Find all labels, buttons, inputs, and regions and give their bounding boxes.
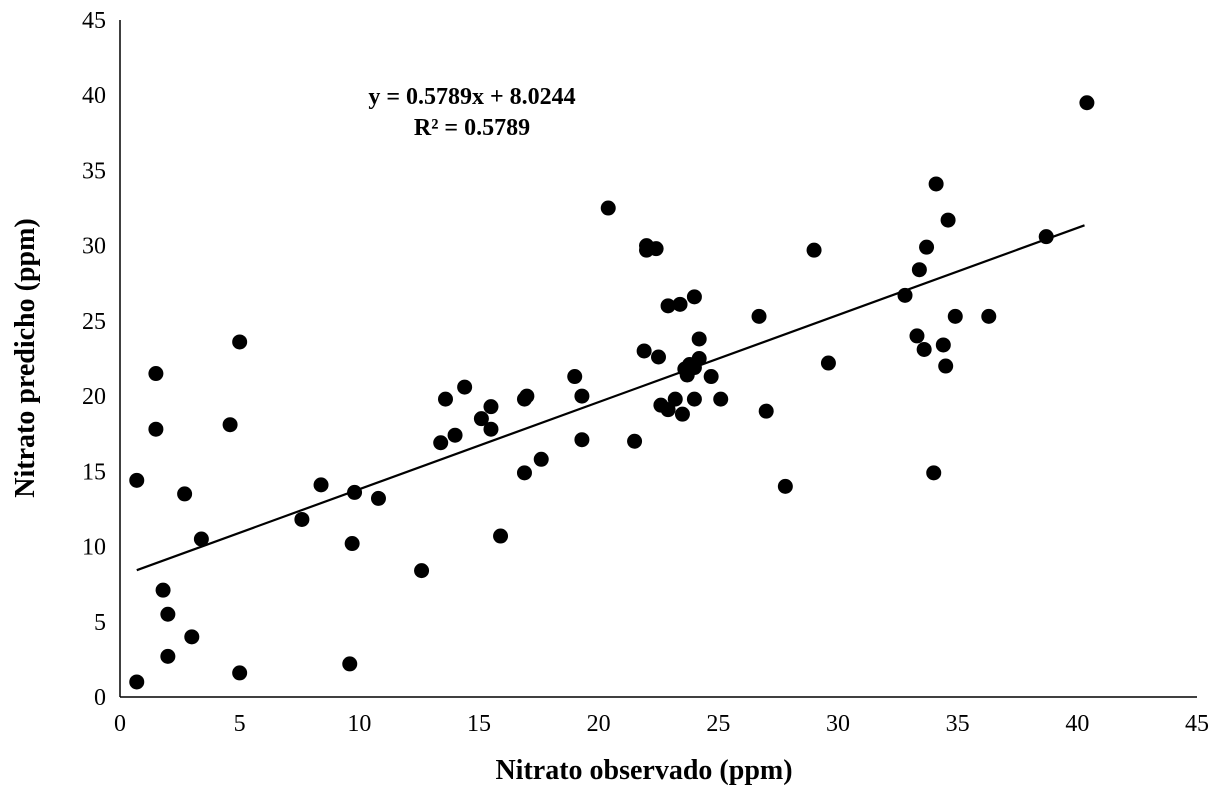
y-tick-label: 5 (94, 610, 106, 636)
x-tick-label: 10 (347, 711, 371, 737)
data-point (232, 334, 248, 350)
data-point (473, 411, 489, 427)
data-point (567, 369, 583, 385)
x-tick-label: 15 (467, 711, 491, 737)
data-point (935, 337, 951, 353)
data-point (483, 421, 499, 437)
x-tick-label: 40 (1065, 711, 1089, 737)
x-tick-label: 45 (1185, 711, 1209, 737)
trendline-group (136, 224, 1085, 572)
data-points (129, 95, 1095, 690)
data-point (940, 212, 956, 228)
y-tick-label: 35 (82, 158, 106, 184)
data-point (919, 239, 935, 255)
data-point (938, 358, 954, 374)
data-point (686, 289, 702, 305)
data-point (483, 399, 499, 415)
data-point (660, 298, 676, 314)
data-point (516, 465, 532, 481)
data-point (909, 328, 925, 344)
x-tick-label: 0 (114, 711, 126, 737)
data-point (294, 511, 310, 527)
data-point (713, 391, 729, 407)
data-point (447, 427, 463, 443)
y-tick-label: 10 (82, 535, 106, 561)
tick-labels: 0 5 10 15 20 25 30 35 40 45 0 5 10 15 20 25 30 35 40 45 (82, 8, 1209, 737)
data-point (926, 465, 942, 481)
data-point (651, 349, 666, 365)
data-point (370, 490, 386, 506)
trendline-equation: y = 0.5789x + 8.0244 (368, 84, 575, 110)
data-point (691, 331, 707, 347)
axes (119, 20, 1197, 698)
y-tick-label: 15 (82, 459, 106, 485)
y-tick-label: 0 (94, 685, 106, 711)
data-point (160, 606, 176, 622)
data-point (667, 391, 683, 407)
data-point (758, 403, 774, 419)
x-axis-title: Nitrato observado (ppm) (495, 755, 792, 786)
data-point (344, 536, 360, 552)
data-point (981, 308, 997, 324)
x-tick-label: 25 (706, 711, 730, 737)
x-tick-label: 5 (234, 711, 246, 737)
trendline (136, 224, 1085, 572)
y-tick-label: 25 (82, 309, 106, 335)
y-tick-label: 30 (82, 234, 106, 260)
data-point (1079, 95, 1095, 111)
data-point (806, 242, 822, 258)
y-tick-label: 45 (82, 8, 106, 34)
data-point (897, 287, 913, 303)
data-point (686, 391, 702, 407)
data-point (129, 674, 145, 690)
data-point (674, 406, 690, 422)
data-point (574, 432, 590, 448)
data-point (636, 343, 652, 359)
data-point (148, 421, 164, 437)
y-tick-label: 40 (82, 83, 106, 109)
data-point (516, 391, 532, 407)
r-squared-label: R² = 0.5789 (414, 115, 530, 141)
data-point (1038, 229, 1054, 245)
data-point (574, 388, 590, 404)
data-point (691, 351, 707, 366)
data-point (703, 369, 719, 385)
x-tick-label: 30 (826, 711, 850, 737)
data-point (155, 582, 171, 598)
data-point (457, 379, 473, 395)
data-point (414, 563, 430, 579)
data-point (751, 308, 767, 324)
data-point (533, 451, 549, 467)
data-point (313, 477, 329, 493)
data-point (222, 417, 238, 433)
data-point (648, 241, 664, 257)
data-point (193, 531, 209, 547)
data-point (342, 656, 358, 672)
data-point (129, 472, 145, 488)
data-point (433, 435, 449, 451)
data-point (232, 665, 248, 681)
data-point (947, 308, 963, 324)
data-point (911, 262, 927, 278)
data-point (160, 648, 176, 664)
data-point (347, 484, 363, 500)
data-point (672, 296, 688, 312)
data-point (777, 478, 793, 494)
data-point (148, 366, 164, 382)
data-point (660, 402, 676, 418)
data-point (627, 433, 643, 449)
data-point (928, 176, 944, 192)
x-tick-label: 35 (946, 711, 970, 737)
y-tick-label: 20 (82, 384, 106, 410)
data-point (177, 486, 193, 502)
data-point (916, 341, 932, 357)
data-point (600, 200, 616, 216)
data-point (493, 528, 509, 544)
y-axis-title: Nitrato predicho (ppm) (10, 218, 41, 497)
data-point (184, 629, 200, 645)
data-point (437, 391, 453, 407)
x-tick-label: 20 (587, 711, 611, 737)
data-point (820, 355, 836, 371)
